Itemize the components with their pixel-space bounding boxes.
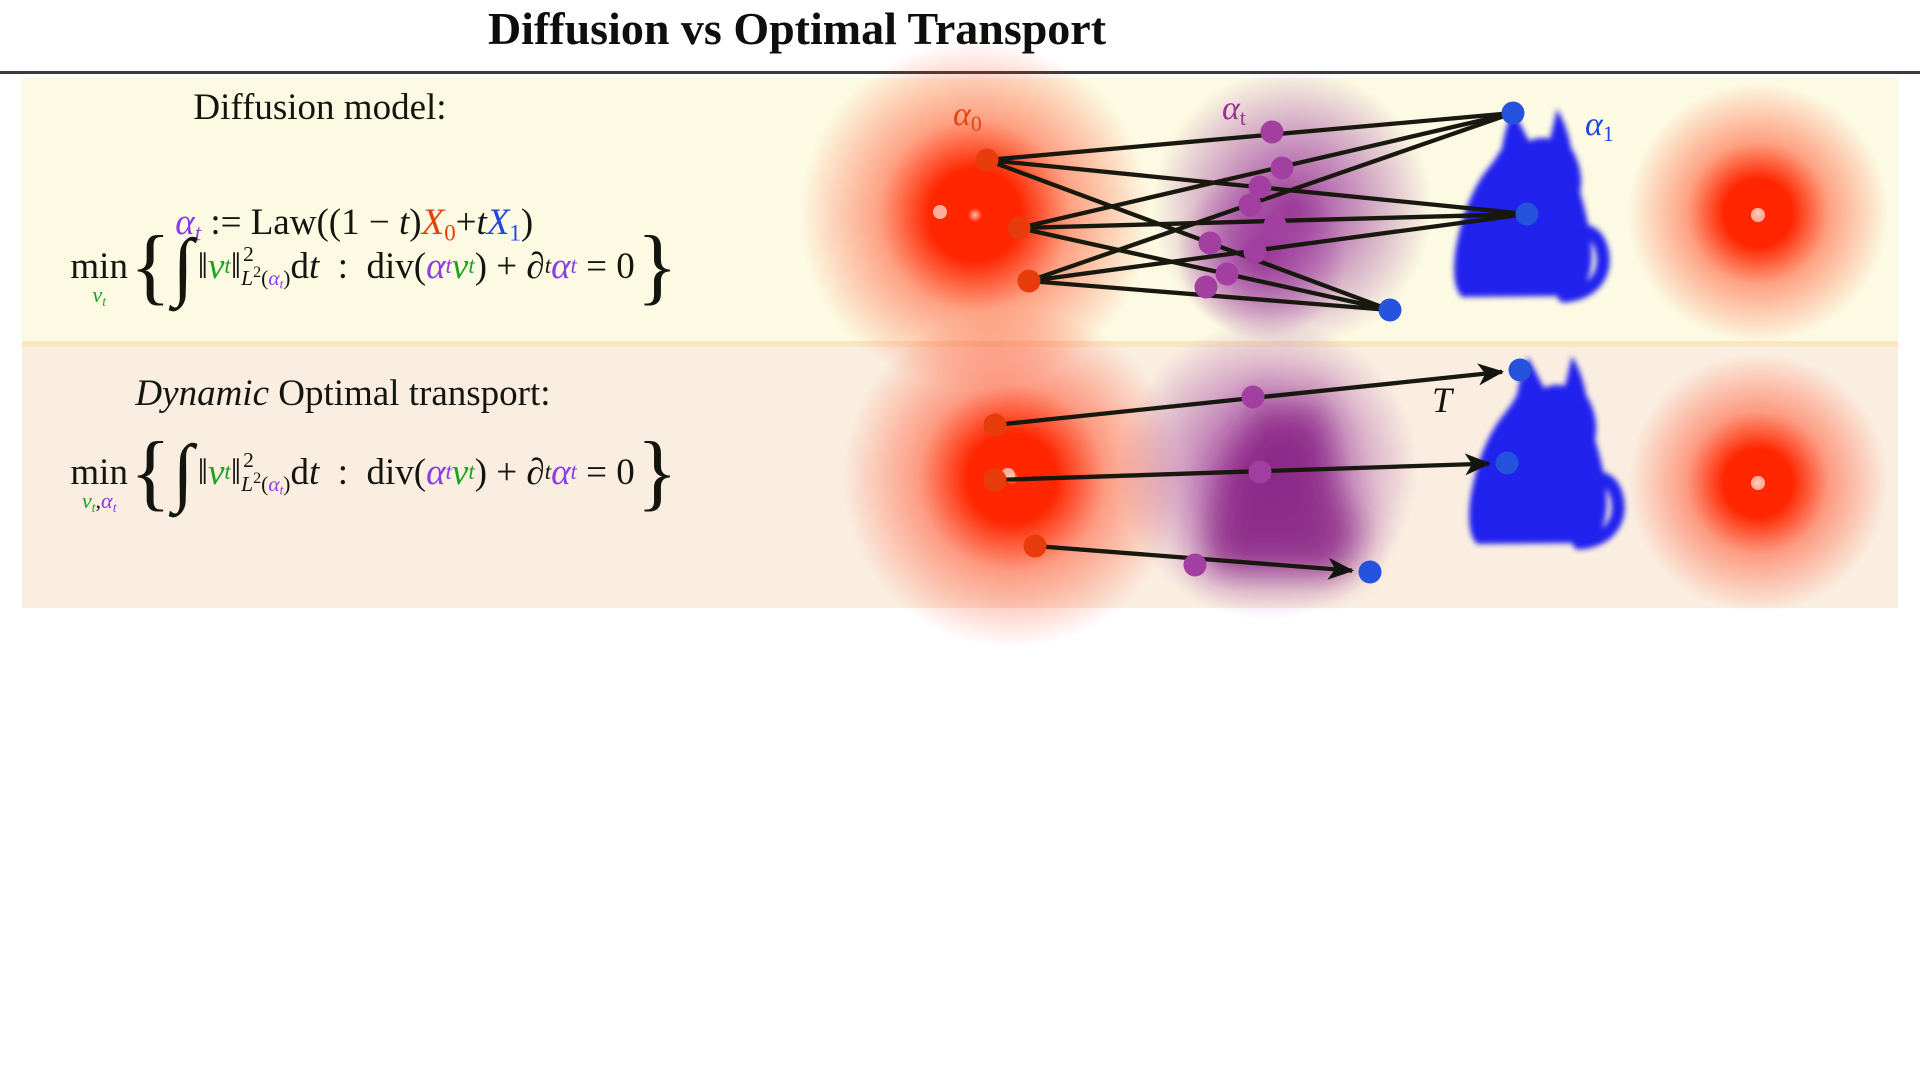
slide-title: Diffusion vs Optimal Transport: [487, 3, 1107, 54]
ot-min-formula: min vt,αt{∫ ‖ v t ‖ 2 L2(αt) d t : div(α t v t) + ∂ t…: [70, 425, 678, 519]
diffusion-min-formula: min vt{∫ ‖ v t ‖ 2 L2(αt) d t : div(α t v t) + ∂ t α t …: [70, 219, 678, 313]
min-operator: min vt: [70, 245, 128, 309]
transport-map-label: T: [1432, 380, 1453, 420]
alpha1-label: α1: [1585, 106, 1614, 147]
min-operator: min vt,αt: [70, 451, 128, 515]
interpolation-law-formula: αt := Law((1 − t)X0+tX1): [175, 202, 534, 246]
title-divider: [0, 71, 1920, 74]
diffusion-heading: Diffusion model:: [193, 87, 447, 128]
alphat-label: αt: [1222, 90, 1246, 131]
alpha0-label: α0: [953, 96, 982, 137]
ot-heading: Dynamic Optimal transport:: [135, 373, 551, 414]
